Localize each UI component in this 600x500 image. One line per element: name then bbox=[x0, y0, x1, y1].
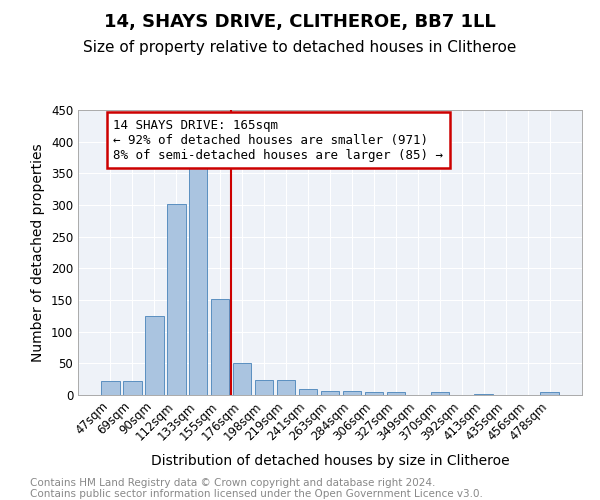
Bar bbox=[233, 364, 251, 395]
Bar bbox=[189, 164, 208, 395]
Bar bbox=[431, 392, 449, 395]
Bar bbox=[145, 316, 164, 395]
Text: 14, SHAYS DRIVE, CLITHEROE, BB7 1LL: 14, SHAYS DRIVE, CLITHEROE, BB7 1LL bbox=[104, 12, 496, 30]
Bar bbox=[211, 300, 229, 395]
Bar bbox=[320, 391, 340, 395]
Bar bbox=[343, 391, 361, 395]
Bar bbox=[475, 394, 493, 395]
Bar bbox=[255, 380, 274, 395]
Bar bbox=[167, 204, 185, 395]
Bar bbox=[277, 380, 295, 395]
Text: Size of property relative to detached houses in Clitheroe: Size of property relative to detached ho… bbox=[83, 40, 517, 55]
Text: Contains HM Land Registry data © Crown copyright and database right 2024.
Contai: Contains HM Land Registry data © Crown c… bbox=[30, 478, 483, 499]
Bar bbox=[101, 381, 119, 395]
Y-axis label: Number of detached properties: Number of detached properties bbox=[31, 143, 46, 362]
X-axis label: Distribution of detached houses by size in Clitheroe: Distribution of detached houses by size … bbox=[151, 454, 509, 468]
Bar bbox=[541, 392, 559, 395]
Bar bbox=[365, 392, 383, 395]
Bar bbox=[299, 390, 317, 395]
Text: 14 SHAYS DRIVE: 165sqm
← 92% of detached houses are smaller (971)
8% of semi-det: 14 SHAYS DRIVE: 165sqm ← 92% of detached… bbox=[113, 118, 443, 162]
Bar bbox=[386, 392, 405, 395]
Bar bbox=[123, 381, 142, 395]
